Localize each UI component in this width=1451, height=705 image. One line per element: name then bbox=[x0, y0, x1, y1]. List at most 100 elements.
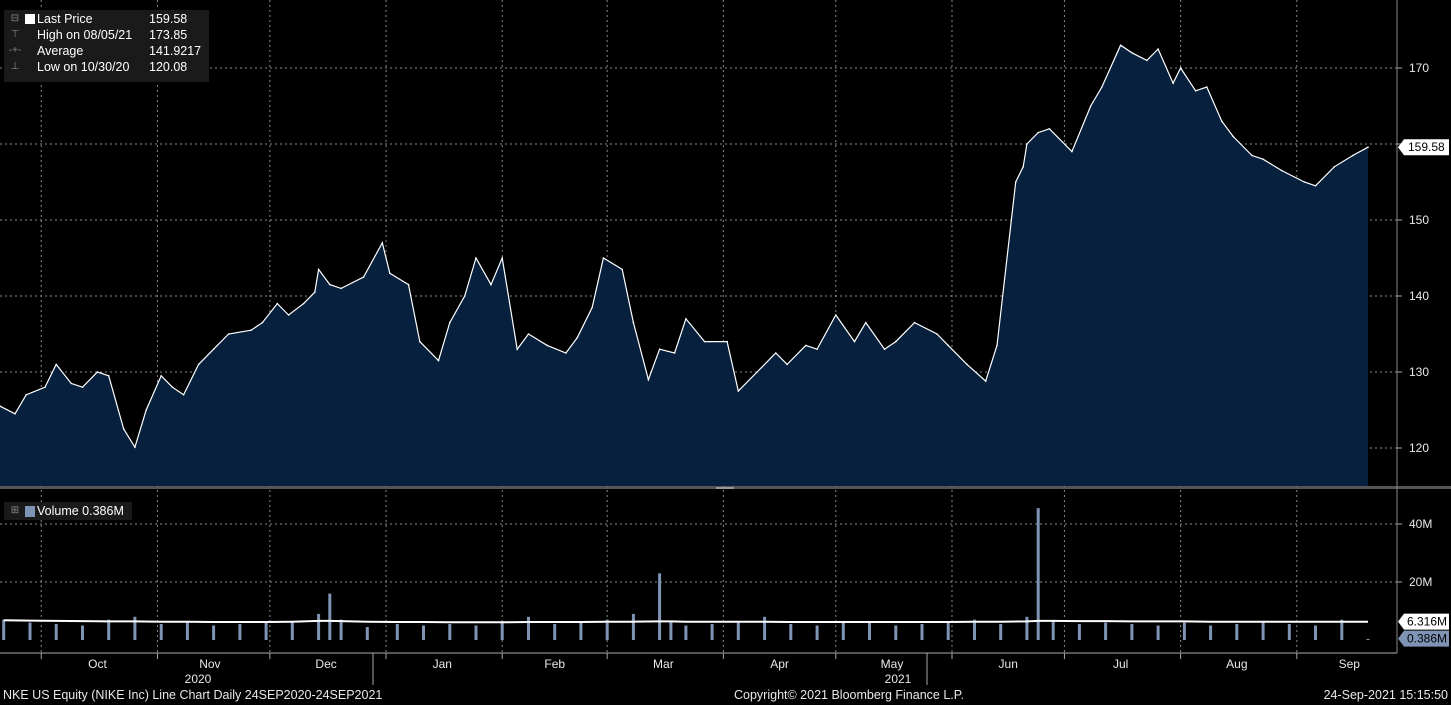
volume-label: Volume 0.386M bbox=[37, 504, 124, 518]
x-tick-label: Jul bbox=[1113, 657, 1128, 671]
average-label: Average bbox=[37, 44, 84, 58]
low-label: Low on 10/30/20 bbox=[37, 60, 130, 74]
x-tick-label: Dec bbox=[315, 657, 336, 671]
last-price-value: 159.58 bbox=[149, 12, 188, 26]
volume-bar bbox=[946, 622, 950, 640]
x-tick-label: Feb bbox=[544, 657, 565, 671]
price-point bbox=[632, 321, 635, 324]
volume-bar bbox=[1156, 625, 1160, 640]
collapse-icon[interactable]: ⊟ bbox=[10, 13, 20, 24]
volume-bar bbox=[868, 621, 871, 640]
price-point bbox=[314, 291, 316, 294]
price-point bbox=[261, 321, 264, 324]
price-point bbox=[565, 352, 567, 354]
volume-bar bbox=[1366, 638, 1370, 640]
price-legend: ⊟ Last Price 159.58 ⊤ High on 08/05/21 1… bbox=[4, 10, 209, 82]
volume-average-marker-label: 6.316M bbox=[1407, 615, 1447, 629]
volume-bar bbox=[328, 593, 332, 640]
volume-bar bbox=[1036, 508, 1040, 640]
price-point bbox=[1179, 67, 1182, 69]
price-point bbox=[1037, 131, 1039, 134]
price-point bbox=[703, 340, 706, 343]
volume-bar bbox=[669, 621, 673, 640]
price-point bbox=[1157, 48, 1159, 50]
price-point bbox=[227, 333, 230, 335]
price-point bbox=[122, 428, 125, 430]
volume-average-marker bbox=[1398, 613, 1449, 630]
volume-bar bbox=[1130, 624, 1134, 640]
volume-bars bbox=[2, 508, 1370, 640]
price-point bbox=[1251, 154, 1253, 157]
price-point bbox=[388, 272, 391, 275]
x-tick-label: Sep bbox=[1339, 657, 1361, 671]
volume-bar bbox=[973, 619, 976, 640]
price-point bbox=[1026, 143, 1028, 145]
price-point bbox=[756, 371, 758, 373]
price-point bbox=[1314, 185, 1317, 187]
price-point bbox=[501, 257, 504, 259]
price-point bbox=[475, 257, 477, 259]
volume-bar bbox=[81, 625, 84, 640]
price-point bbox=[936, 333, 938, 335]
price-point bbox=[145, 409, 147, 411]
price-point bbox=[1367, 146, 1369, 148]
volume-bar bbox=[365, 627, 369, 640]
volume-bar bbox=[763, 616, 767, 640]
y-tick-label: 120 bbox=[1409, 441, 1429, 455]
volume-legend: ⊞ Volume 0.386M bbox=[4, 502, 132, 520]
price-point bbox=[805, 344, 807, 347]
volume-bar bbox=[553, 624, 557, 640]
volume-bar bbox=[107, 619, 111, 640]
volume-bar bbox=[395, 624, 399, 640]
price-point bbox=[1194, 90, 1197, 92]
x-tick-label: Jun bbox=[999, 657, 1018, 671]
volume-bar bbox=[264, 622, 268, 640]
volume-swatch bbox=[25, 506, 35, 517]
volume-bar bbox=[159, 624, 163, 640]
high-marker-icon: ⊤ bbox=[10, 29, 20, 40]
price-point bbox=[1131, 52, 1133, 54]
volume-bar bbox=[920, 624, 924, 640]
volume-bar bbox=[317, 613, 321, 640]
price-point bbox=[685, 318, 687, 320]
price-point bbox=[407, 283, 410, 286]
price-point bbox=[647, 378, 650, 381]
price-point bbox=[302, 302, 305, 305]
x-tick-label: Nov bbox=[199, 657, 220, 671]
price-point bbox=[1352, 154, 1354, 157]
price-point bbox=[362, 276, 365, 278]
volume-average-line bbox=[3, 619, 1368, 624]
x-tick-label: Aug bbox=[1226, 657, 1247, 671]
price-point bbox=[250, 329, 252, 332]
price-point bbox=[673, 352, 676, 354]
volume-bar bbox=[1235, 624, 1239, 640]
price-point bbox=[44, 386, 46, 389]
price-point bbox=[913, 321, 916, 324]
price-point bbox=[81, 386, 84, 389]
price-point bbox=[340, 287, 342, 290]
price-point bbox=[1101, 86, 1103, 88]
volume-bar bbox=[1025, 616, 1029, 640]
price-point bbox=[658, 348, 661, 351]
footer-copyright: Copyright© 2021 Bloomberg Finance L.P. bbox=[734, 688, 964, 702]
x-tick-label: Mar bbox=[653, 657, 674, 671]
last-price-swatch bbox=[25, 14, 35, 24]
price-point bbox=[134, 446, 136, 449]
price-point bbox=[786, 363, 788, 366]
volume-bar bbox=[999, 624, 1003, 640]
price-point bbox=[197, 363, 200, 366]
price-point bbox=[1280, 169, 1283, 172]
price-point bbox=[96, 371, 99, 373]
price-point bbox=[381, 242, 384, 244]
price-point bbox=[996, 344, 998, 347]
y-tick-label: 40M bbox=[1409, 517, 1432, 531]
price-point bbox=[737, 390, 740, 392]
y-tick-label: 130 bbox=[1409, 365, 1429, 379]
volume-bar bbox=[500, 622, 504, 640]
expand-icon[interactable]: ⊞ bbox=[10, 505, 20, 516]
volume-bar bbox=[1340, 619, 1344, 640]
volume-bar bbox=[710, 624, 714, 640]
volume-bar bbox=[1104, 622, 1108, 640]
volume-bar bbox=[736, 622, 740, 640]
